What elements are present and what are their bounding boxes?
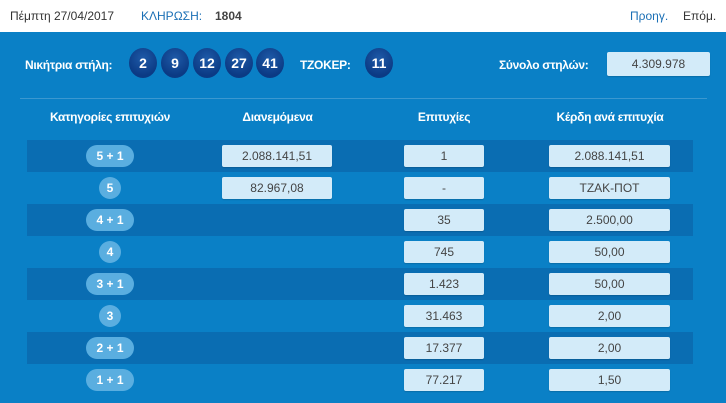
prize-value: 2,00 bbox=[549, 337, 670, 359]
prize-value: 1,50 bbox=[549, 369, 670, 391]
table-row: 4 745 50,00 bbox=[27, 236, 693, 268]
winning-column-label: Νικήτρια στήλη: bbox=[25, 58, 113, 72]
header-winners: Επιτυχίες bbox=[417, 110, 471, 124]
draw-header: Πέμπτη 27/04/2017 ΚΛΗΡΩΣΗ: 1804 Προηγ. Ε… bbox=[0, 0, 726, 32]
category-pill: 2 + 1 bbox=[86, 337, 134, 359]
joker-number-ball: 11 bbox=[365, 48, 393, 78]
table-row: 3 + 1 1.423 50,00 bbox=[27, 268, 693, 300]
winning-number-ball: 2 bbox=[129, 48, 157, 78]
winners-value: 35 bbox=[404, 209, 484, 231]
winning-number-ball: 9 bbox=[161, 48, 189, 78]
table-row: 1 + 1 77.217 1,50 bbox=[27, 364, 693, 396]
winners-value: 745 bbox=[404, 241, 484, 263]
winning-number-ball: 27 bbox=[225, 48, 253, 78]
header-prize-per-winner: Κέρδη ανά επιτυχία bbox=[556, 110, 664, 124]
winners-value: - bbox=[404, 177, 484, 199]
prize-value: 50,00 bbox=[549, 273, 670, 295]
category-pill: 4 + 1 bbox=[86, 209, 134, 231]
results-panel: Νικήτρια στήλη: 2 9 12 27 41 ΤΖΟΚΕΡ: 1 1 … bbox=[0, 32, 726, 403]
header-distributed: Διανεμόμενα bbox=[242, 110, 313, 124]
joker-label: ΤΖΟΚΕΡ: bbox=[300, 58, 351, 72]
category-pill: 4 bbox=[99, 241, 121, 263]
prize-value: 2,00 bbox=[549, 305, 670, 327]
table-row: 5 82.967,08 - ΤΖΑΚ-ΠΟΤ bbox=[27, 172, 693, 204]
distributed-value: 82.967,08 bbox=[222, 177, 332, 199]
category-pill: 3 bbox=[99, 305, 121, 327]
total-columns-value: 4.309.978 bbox=[607, 52, 710, 76]
table-row: 4 + 1 35 2.500,00 bbox=[27, 204, 693, 236]
category-pill: 5 + 1 bbox=[86, 145, 134, 167]
winners-value: 1 bbox=[404, 145, 484, 167]
table-row: 3 31.463 2,00 bbox=[27, 300, 693, 332]
table-row: 5 + 1 2.088.141,51 1 2.088.141,51 bbox=[27, 140, 693, 172]
total-columns-label: Σύνολο στηλών: bbox=[499, 58, 589, 72]
prize-value: 50,00 bbox=[549, 241, 670, 263]
winners-value: 1.423 bbox=[404, 273, 484, 295]
prize-value: 2.088.141,51 bbox=[549, 145, 670, 167]
winners-value: 31.463 bbox=[404, 305, 484, 327]
winning-number-ball: 41 bbox=[256, 48, 284, 78]
winners-value: 77.217 bbox=[404, 369, 484, 391]
next-draw-link[interactable]: Επόμ. bbox=[683, 9, 717, 23]
category-pill: 1 + 1 bbox=[86, 369, 134, 391]
distributed-value: 2.088.141,51 bbox=[222, 145, 332, 167]
prize-value: 2.500,00 bbox=[549, 209, 670, 231]
header-categories: Κατηγορίες επιτυχιών bbox=[49, 110, 171, 124]
table-row: 2 + 1 17.377 2,00 bbox=[27, 332, 693, 364]
prize-value: ΤΖΑΚ-ΠΟΤ bbox=[549, 177, 670, 199]
winners-value: 17.377 bbox=[404, 337, 484, 359]
draw-number: 1804 bbox=[215, 9, 242, 23]
category-pill: 5 bbox=[99, 177, 121, 199]
previous-draw-link[interactable]: Προηγ. bbox=[630, 9, 669, 23]
divider bbox=[20, 98, 707, 99]
winning-number-ball: 12 bbox=[193, 48, 221, 78]
category-pill: 3 + 1 bbox=[86, 273, 134, 295]
draw-label: ΚΛΗΡΩΣΗ: bbox=[141, 9, 203, 23]
draw-date: Πέμπτη 27/04/2017 bbox=[10, 9, 115, 23]
